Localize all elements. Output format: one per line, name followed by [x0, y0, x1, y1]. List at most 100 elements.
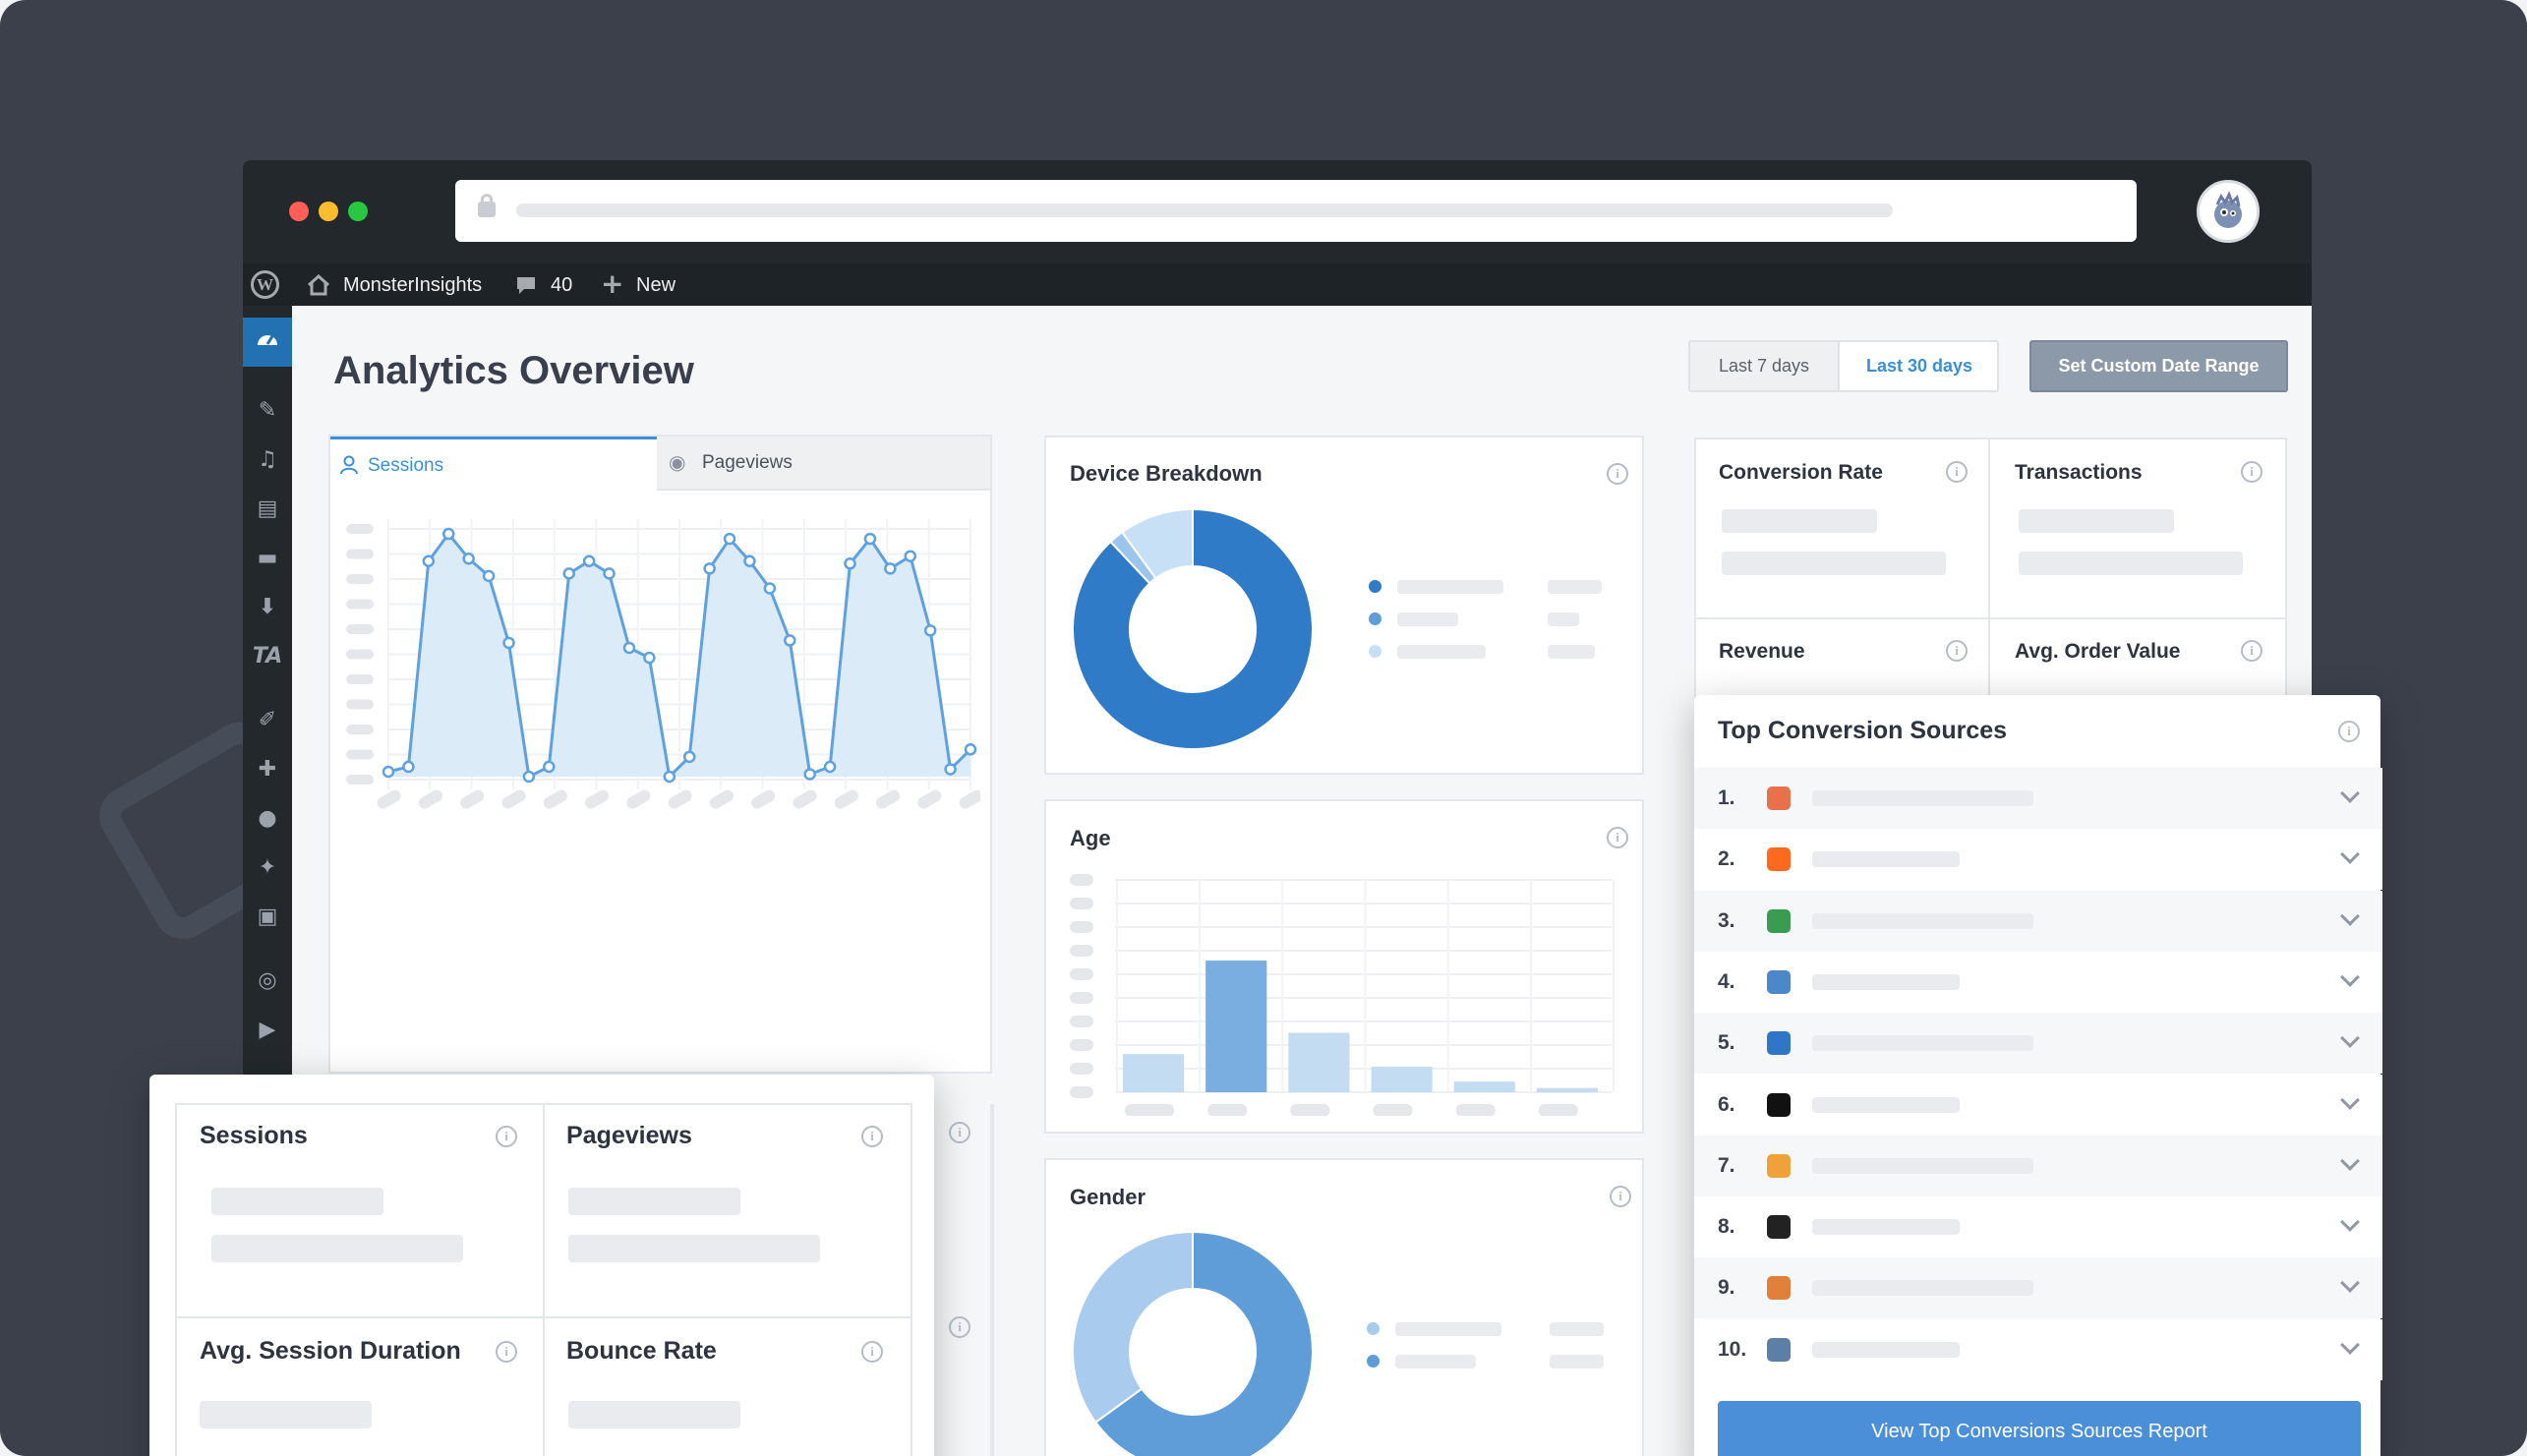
chevron-down-icon[interactable] — [2340, 1273, 2360, 1294]
tab-pageviews[interactable]: ◉ Pageviews — [657, 437, 990, 491]
device-donut-chart — [1072, 507, 1314, 750]
pages-icon[interactable]: ▤ — [257, 496, 278, 521]
data-point — [441, 527, 455, 541]
info-icon[interactable]: i — [1607, 463, 1628, 485]
info-icon[interactable]: i — [1946, 461, 1968, 483]
info-icon[interactable]: i — [1946, 640, 1968, 662]
source-name-placeholder — [1812, 1219, 1960, 1236]
donut-slice — [1072, 507, 1314, 750]
y-tick-placeholder — [346, 649, 374, 660]
metric-value-placeholder — [1722, 509, 1877, 533]
chevron-down-icon[interactable] — [2340, 784, 2360, 803]
source-row[interactable]: 8. — [1694, 1196, 2382, 1258]
avatar[interactable] — [2197, 180, 2260, 243]
info-icon[interactable]: i — [861, 1126, 883, 1147]
plugins-icon[interactable]: ✚ — [258, 757, 277, 782]
source-rank: 10. — [1718, 1337, 1747, 1361]
source-row[interactable]: 9. — [1694, 1257, 2382, 1319]
info-icon[interactable]: i — [496, 1126, 517, 1147]
download-icon[interactable]: ⬇ — [258, 595, 277, 619]
y-tick-placeholder — [1070, 968, 1093, 980]
browser-chrome — [243, 160, 2312, 263]
pageviews-metric-title: Pageviews — [566, 1122, 692, 1149]
data-point — [784, 634, 796, 647]
settings-icon[interactable]: ▣ — [257, 904, 278, 929]
legend-label-placeholder — [1397, 612, 1458, 626]
chevron-down-icon[interactable] — [2340, 1334, 2360, 1355]
tab-sessions[interactable]: Sessions — [330, 437, 657, 491]
media-icon[interactable]: ♫ — [258, 447, 277, 472]
play-icon[interactable]: ▶ — [259, 1018, 276, 1042]
legend-value-placeholder — [1548, 612, 1579, 626]
source-row[interactable]: 7. — [1694, 1135, 2382, 1196]
view-report-button[interactable]: View Top Conversions Sources Report — [1718, 1401, 2361, 1456]
comments-count[interactable]: 40 — [551, 274, 573, 296]
thirstyaffiliates-icon[interactable]: TA — [252, 644, 283, 669]
info-icon[interactable]: i — [496, 1341, 517, 1363]
wordpress-icon[interactable]: W — [251, 270, 279, 299]
pin-icon[interactable]: ✎ — [258, 398, 277, 423]
data-point — [723, 532, 736, 546]
plus-icon[interactable]: + — [601, 267, 624, 300]
top-conversion-sources-panel: Top Conversion Sources i 1. 2. 3. 4. 5. 6. 7. 8… — [1694, 695, 2382, 1456]
info-icon[interactable]: i — [949, 1122, 970, 1143]
info-icon[interactable]: i — [2338, 721, 2360, 742]
new-link[interactable]: New — [636, 274, 676, 296]
chevron-down-icon[interactable] — [2340, 1089, 2360, 1110]
chevron-down-icon[interactable] — [2340, 966, 2360, 987]
info-icon[interactable]: i — [1610, 1186, 1631, 1207]
age-bar — [1371, 1067, 1433, 1092]
source-row[interactable]: 1. — [1694, 768, 2382, 829]
comments-icon[interactable]: ▬ — [257, 546, 278, 570]
source-row[interactable]: 3. — [1694, 890, 2382, 952]
chevron-down-icon[interactable] — [2340, 1028, 2360, 1049]
x-tick-placeholder — [1207, 1104, 1248, 1116]
last-30-days-button[interactable]: Last 30 days — [1840, 342, 1997, 390]
chevron-down-icon[interactable] — [2340, 844, 2360, 865]
y-tick-placeholder — [1070, 1039, 1093, 1051]
site-name-link[interactable]: MonsterInsights — [343, 274, 483, 296]
source-row[interactable]: 4. — [1694, 951, 2382, 1013]
chevron-down-icon[interactable] — [2340, 1150, 2360, 1171]
y-tick-placeholder — [346, 549, 374, 559]
avg-order-value-title: Avg. Order Value — [2015, 640, 2181, 663]
info-icon[interactable]: i — [949, 1316, 970, 1338]
hidden-metric-card — [990, 1104, 994, 1456]
donut-slice — [1072, 1230, 1194, 1425]
x-tick-placeholder — [1290, 1104, 1330, 1116]
source-row[interactable]: 2. — [1694, 829, 2382, 891]
source-row[interactable]: 5. — [1694, 1013, 2382, 1075]
legend-dot-male — [1367, 1355, 1380, 1368]
users-icon[interactable]: ● — [258, 806, 277, 831]
source-row[interactable]: 10. — [1694, 1318, 2382, 1380]
insights-icon[interactable]: ◎ — [258, 968, 277, 993]
appearance-icon[interactable]: ✐ — [258, 708, 277, 732]
info-icon[interactable]: i — [861, 1341, 883, 1363]
device-breakdown-title: Device Breakdown — [1070, 461, 1263, 486]
eye-icon: ◉ — [669, 450, 686, 474]
chevron-down-icon[interactable] — [2340, 1212, 2360, 1232]
info-icon[interactable]: i — [2241, 461, 2263, 483]
minimize-dot[interactable] — [319, 202, 338, 221]
last-7-days-button[interactable]: Last 7 days — [1690, 342, 1840, 390]
x-tick-placeholder — [793, 789, 817, 809]
data-point — [422, 554, 436, 568]
chevron-down-icon[interactable] — [2340, 905, 2360, 926]
x-tick-placeholder — [377, 789, 401, 809]
home-icon[interactable] — [307, 274, 330, 296]
close-dot[interactable] — [289, 202, 309, 221]
maximize-dot[interactable] — [348, 202, 368, 221]
age-bar-chart — [1070, 874, 1615, 1116]
comment-icon[interactable] — [515, 275, 537, 297]
metric-value-placeholder — [211, 1188, 383, 1215]
info-icon[interactable]: i — [2241, 640, 2263, 662]
info-icon[interactable]: i — [1607, 827, 1628, 848]
custom-date-range-button[interactable]: Set Custom Date Range — [2029, 340, 2288, 392]
tumblr-icon — [1767, 1031, 1791, 1056]
source-row[interactable]: 6. — [1694, 1074, 2382, 1136]
donut-slice — [1120, 507, 1194, 580]
data-point — [682, 750, 696, 764]
address-bar[interactable] — [455, 180, 2137, 242]
tools-icon[interactable]: ✦ — [258, 855, 277, 880]
top-conversion-sources-title: Top Conversion Sources — [1718, 717, 2008, 744]
